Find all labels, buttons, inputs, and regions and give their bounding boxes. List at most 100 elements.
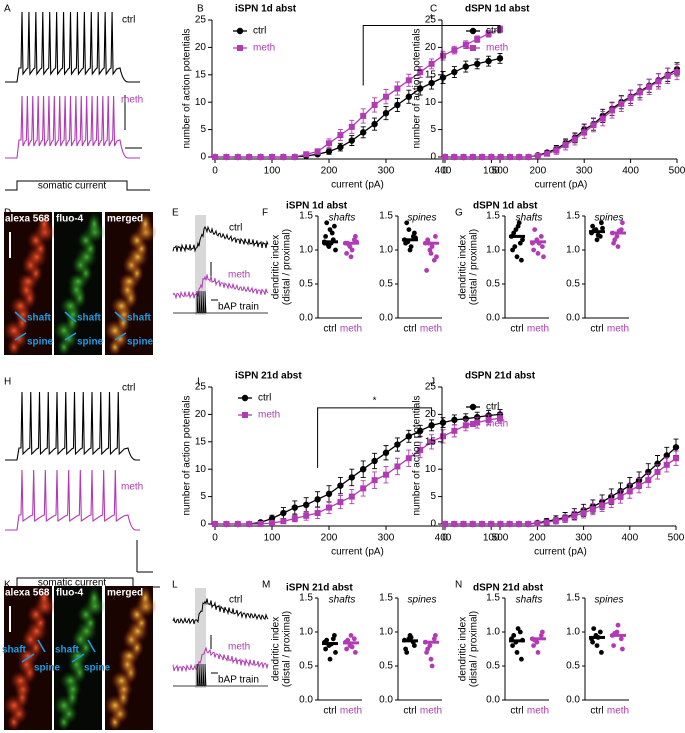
- chart-title: dSPN 1d abst: [465, 4, 530, 15]
- data-point: [428, 79, 435, 87]
- significance-star: *: [430, 13, 434, 24]
- data-point: [382, 449, 390, 456]
- y-tick-label: 0.0: [566, 313, 580, 324]
- y-tick-label: 1.0: [379, 245, 393, 256]
- data-point: [417, 69, 424, 76]
- legend-label: ctrl: [253, 26, 266, 37]
- panel-letter: D: [4, 208, 11, 219]
- data-point: [451, 154, 458, 160]
- data-point: [424, 268, 429, 273]
- y-tick-label: 0.5: [379, 661, 393, 672]
- data-point: [532, 227, 538, 233]
- decorations: [3, 11, 269, 731]
- data-point: [497, 521, 504, 527]
- y-tick-label: 1.5: [379, 593, 393, 604]
- figure-label: fluo-4: [56, 588, 84, 599]
- data-point: [408, 244, 414, 250]
- data-point: [323, 234, 328, 239]
- data-point: [618, 636, 624, 642]
- data-point: [371, 477, 378, 484]
- data-point: [514, 650, 520, 655]
- y-axis-label: (distal / proximal): [282, 229, 293, 305]
- data-point: [506, 154, 513, 160]
- y-axis-label: number of action potentials: [182, 395, 193, 515]
- chart-title: dSPN 21d abst: [465, 371, 536, 382]
- chart-title: dSPN 21d abst: [473, 583, 544, 594]
- data-point: [212, 521, 218, 527]
- data-point: [412, 230, 417, 236]
- data-point: [349, 644, 355, 650]
- data-point: [597, 629, 603, 635]
- data-point: [645, 477, 652, 484]
- data-point: [460, 521, 467, 527]
- pointer-arrow: [14, 311, 27, 323]
- y-tick-label: 0.0: [379, 695, 393, 706]
- figure-label: spine: [127, 337, 154, 348]
- data-point: [510, 247, 515, 253]
- group-label: meth: [420, 706, 442, 717]
- y-tick-label: 0.0: [379, 313, 393, 324]
- data-point: [591, 626, 597, 631]
- scale-bar: [124, 95, 142, 149]
- panel-letter: I: [197, 377, 200, 388]
- x-tick-label: 400: [435, 533, 452, 544]
- group-label: meth: [527, 706, 549, 717]
- series-line: [445, 68, 678, 158]
- data-point: [519, 257, 524, 263]
- y-axis-label: dendritic index: [458, 235, 469, 299]
- data-point: [404, 650, 410, 655]
- x-tick-label: 400: [621, 533, 638, 544]
- data-point: [451, 427, 458, 434]
- significance-star: *: [373, 395, 377, 406]
- y-tick-label: 10: [195, 97, 207, 108]
- x-tick-label: 200: [321, 166, 338, 177]
- y-tick-label: 10: [195, 464, 207, 475]
- y-tick-label: 0.0: [486, 695, 500, 706]
- scale-bar: [210, 635, 218, 674]
- y-tick-label: 1.5: [299, 593, 313, 604]
- data-point: [451, 521, 458, 527]
- y-tick-label: 0: [430, 519, 436, 530]
- data-point: [535, 251, 541, 256]
- group-label: meth: [340, 706, 362, 717]
- y-tick-label: 25: [425, 15, 437, 26]
- y-tick-label: 25: [425, 382, 437, 393]
- data-point: [485, 57, 492, 65]
- data-point: [314, 510, 321, 517]
- figure-label: somatic current: [38, 578, 107, 589]
- data-point: [462, 422, 469, 429]
- data-point: [269, 154, 275, 160]
- figure-label: shaft: [127, 313, 152, 324]
- data-point: [479, 154, 486, 160]
- pointer-arrow: [114, 332, 127, 341]
- data-point: [314, 148, 321, 155]
- series-line: [445, 457, 677, 525]
- y-tick-label: 20: [195, 409, 207, 420]
- data-point: [291, 154, 298, 160]
- data-point: [525, 154, 532, 160]
- legend-label: meth: [258, 410, 280, 421]
- dendrite-blob: [87, 586, 102, 610]
- data-point: [672, 444, 680, 451]
- subplot-title: shafts: [329, 213, 356, 224]
- calcium-trace: [172, 225, 269, 253]
- pointer-arrow: [14, 332, 27, 341]
- data-point: [612, 237, 618, 243]
- data-point: [525, 521, 532, 527]
- data-point: [324, 637, 330, 643]
- data-point: [511, 633, 517, 638]
- figure-label: ctrl: [229, 223, 242, 234]
- data-point: [433, 234, 438, 239]
- x-tick-label: 400: [622, 166, 639, 177]
- data-point: [348, 633, 354, 638]
- panel-letter: M: [262, 580, 270, 591]
- group-label: ctrl: [323, 324, 336, 335]
- scale-bar: [210, 262, 218, 301]
- chart-title: iSPN 1d abst: [286, 201, 348, 212]
- y-tick-label: 0: [430, 152, 436, 163]
- data-point: [516, 154, 523, 160]
- data-point: [488, 521, 495, 527]
- y-tick-label: 1.5: [486, 593, 500, 604]
- y-tick-label: 5: [200, 124, 206, 135]
